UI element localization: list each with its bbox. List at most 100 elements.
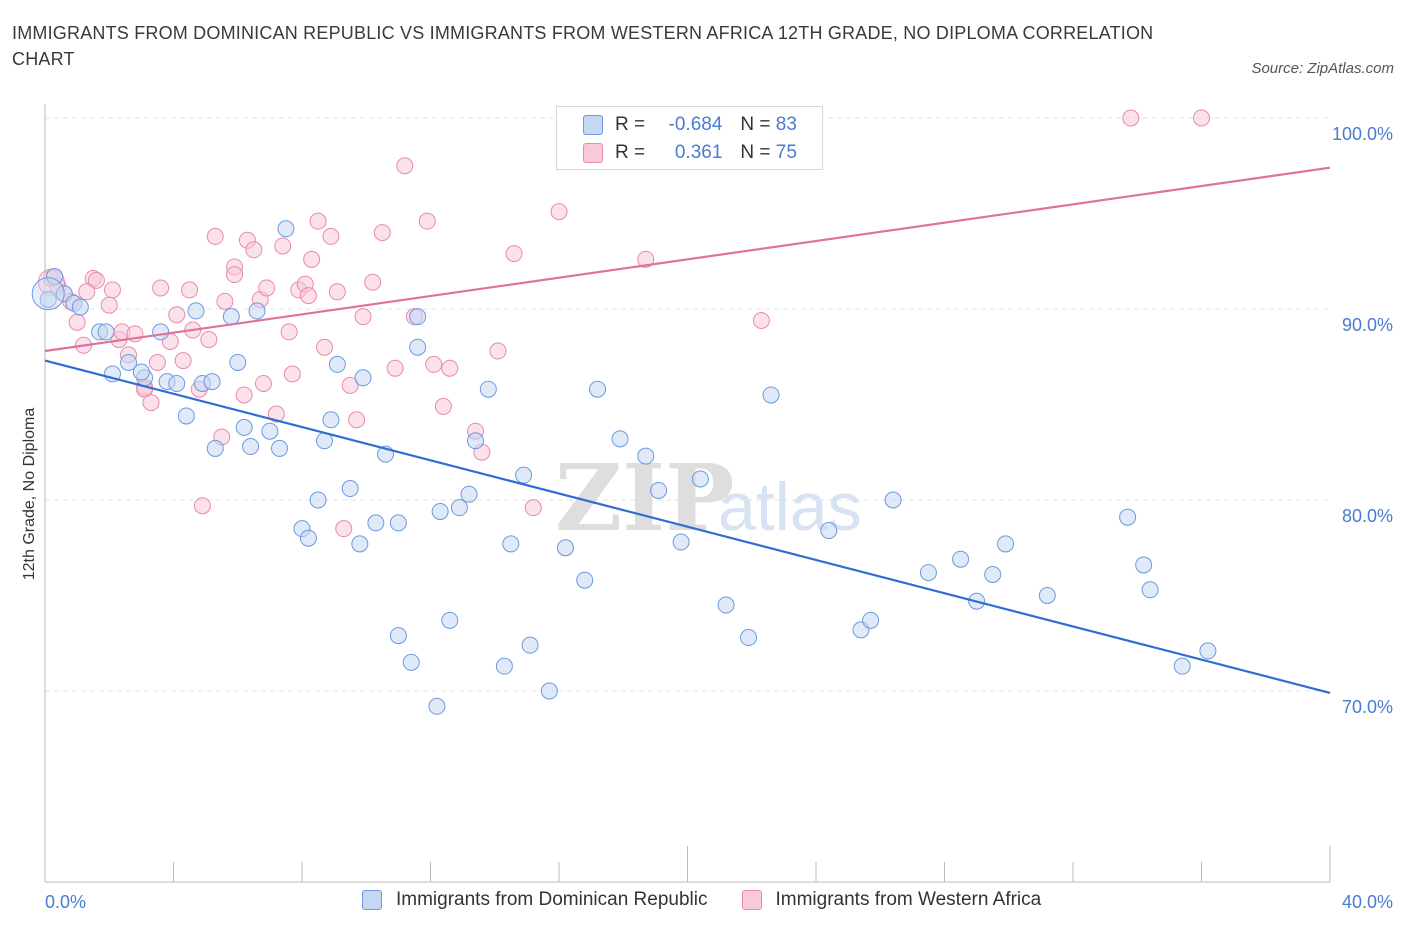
- dominican-point: [299, 529, 317, 547]
- western-africa-point: [68, 313, 86, 331]
- dominican-point: [206, 439, 224, 457]
- western-africa-point: [386, 359, 404, 377]
- western-africa-point: [309, 212, 327, 230]
- dominican-point: [341, 480, 359, 498]
- western-africa-point: [550, 203, 568, 221]
- dominican-point: [235, 418, 253, 436]
- legend-n-label: N =: [740, 142, 771, 163]
- western-africa-point: [348, 411, 366, 429]
- dominican-point: [203, 373, 221, 391]
- dominican-point: [39, 290, 57, 308]
- dominican-point: [187, 302, 205, 320]
- legend-label-western-africa: Immigrants from Western Africa: [775, 889, 1042, 910]
- western-africa-point: [328, 283, 346, 301]
- dominican-point: [479, 380, 497, 398]
- dominican-point: [884, 491, 902, 509]
- legend-n-value: 83: [775, 114, 797, 135]
- trend-lines: [44, 166, 1331, 694]
- dominican-point: [1038, 587, 1056, 604]
- series-legend: Immigrants from Dominican Republic Immig…: [362, 889, 1075, 911]
- dominican-point: [351, 535, 369, 553]
- western-africa-point: [1193, 109, 1210, 127]
- chart-title: IMMIGRANTS FROM DOMINICAN REPUBLIC VS IM…: [12, 23, 1154, 69]
- western-africa-point: [505, 245, 523, 263]
- dominican-point: [611, 430, 629, 448]
- western-africa-trend-line: [44, 166, 1331, 353]
- dominican-point: [1199, 642, 1217, 660]
- dominican-point: [515, 466, 533, 484]
- western-africa-point: [258, 279, 276, 297]
- western-africa-point: [267, 405, 285, 423]
- western-africa-point: [142, 394, 160, 412]
- dominican-point: [97, 323, 115, 341]
- legend-r-value: 0.361: [674, 142, 723, 163]
- dominican-point: [650, 481, 668, 499]
- dominican-point: [576, 571, 594, 589]
- western-africa-point: [354, 308, 372, 326]
- dominican-point: [177, 407, 195, 425]
- grid-lines: [45, 117, 1330, 692]
- dominican-point: [222, 308, 240, 326]
- legend-n-label: N =: [740, 114, 771, 135]
- dominican-point: [521, 636, 539, 654]
- dominican-point: [502, 535, 520, 553]
- western-africa-point: [148, 353, 166, 371]
- western-africa-point: [100, 296, 118, 314]
- western-africa-point: [193, 497, 211, 515]
- western-africa-point: [226, 266, 244, 284]
- stats-legend: R = -0.684 N = 83 R = 0.361 N = 75: [556, 106, 823, 170]
- dominican-point: [450, 499, 468, 517]
- western-africa-point: [1122, 109, 1140, 127]
- western-africa-point: [87, 271, 105, 289]
- dominican-point: [441, 611, 459, 629]
- western-africa-point: [280, 323, 298, 341]
- western-africa-point: [752, 311, 770, 329]
- legend-item-dominican: Immigrants from Dominican Republic: [362, 889, 708, 911]
- dominican-point: [1141, 581, 1159, 599]
- dominican-point: [1135, 556, 1153, 574]
- x-tick-label-min: 0.0%: [45, 892, 86, 912]
- dominican-point: [309, 491, 327, 509]
- western-africa-point: [418, 212, 436, 230]
- dominican-point: [466, 432, 484, 450]
- dominican-point: [691, 470, 709, 488]
- western-africa-point: [254, 374, 272, 392]
- dominican-point: [672, 533, 690, 551]
- legend-row-western-africa: R = 0.361 N = 75: [583, 140, 797, 166]
- dominican-point: [132, 363, 150, 381]
- dominican-point: [389, 627, 407, 645]
- dominican-point: [46, 268, 64, 286]
- dominican-point: [120, 353, 138, 371]
- dominican-point: [71, 298, 89, 316]
- western-africa-point: [441, 359, 459, 377]
- dominican-point: [409, 338, 427, 356]
- dominican-trend-line: [44, 359, 1331, 694]
- western-africa-point: [364, 273, 382, 291]
- dominican-point: [1119, 508, 1137, 526]
- dominican-point: [328, 355, 346, 373]
- dominican-point: [402, 653, 420, 671]
- legend-row-dominican: R = -0.684 N = 83: [583, 112, 797, 138]
- dominican-point: [271, 439, 289, 457]
- dominican-point: [820, 522, 838, 540]
- dominican-point: [31, 277, 65, 311]
- legend-r-label: R =: [615, 142, 646, 163]
- western-africa-point: [274, 237, 292, 255]
- western-africa-point: [235, 386, 253, 404]
- legend-r-label: R =: [615, 114, 646, 135]
- dominican-point: [229, 353, 247, 371]
- dominican-point: [354, 369, 372, 387]
- western-africa-point: [335, 520, 353, 538]
- legend-item-western-africa: Immigrants from Western Africa: [741, 889, 1042, 911]
- western-africa-point: [396, 157, 414, 175]
- x-tick-label-max: 40.0%: [1342, 892, 1393, 912]
- legend-swatch-blue: [362, 890, 382, 910]
- legend-n-value: 75: [775, 142, 797, 163]
- dominican-point: [431, 502, 449, 520]
- y-tick-label-100: 100.0%: [1332, 124, 1393, 144]
- dominican-point: [637, 447, 655, 465]
- dominican-point: [277, 220, 295, 238]
- dominican-point: [862, 611, 880, 629]
- dominican-points: [31, 220, 1217, 715]
- western-africa-point: [152, 279, 170, 297]
